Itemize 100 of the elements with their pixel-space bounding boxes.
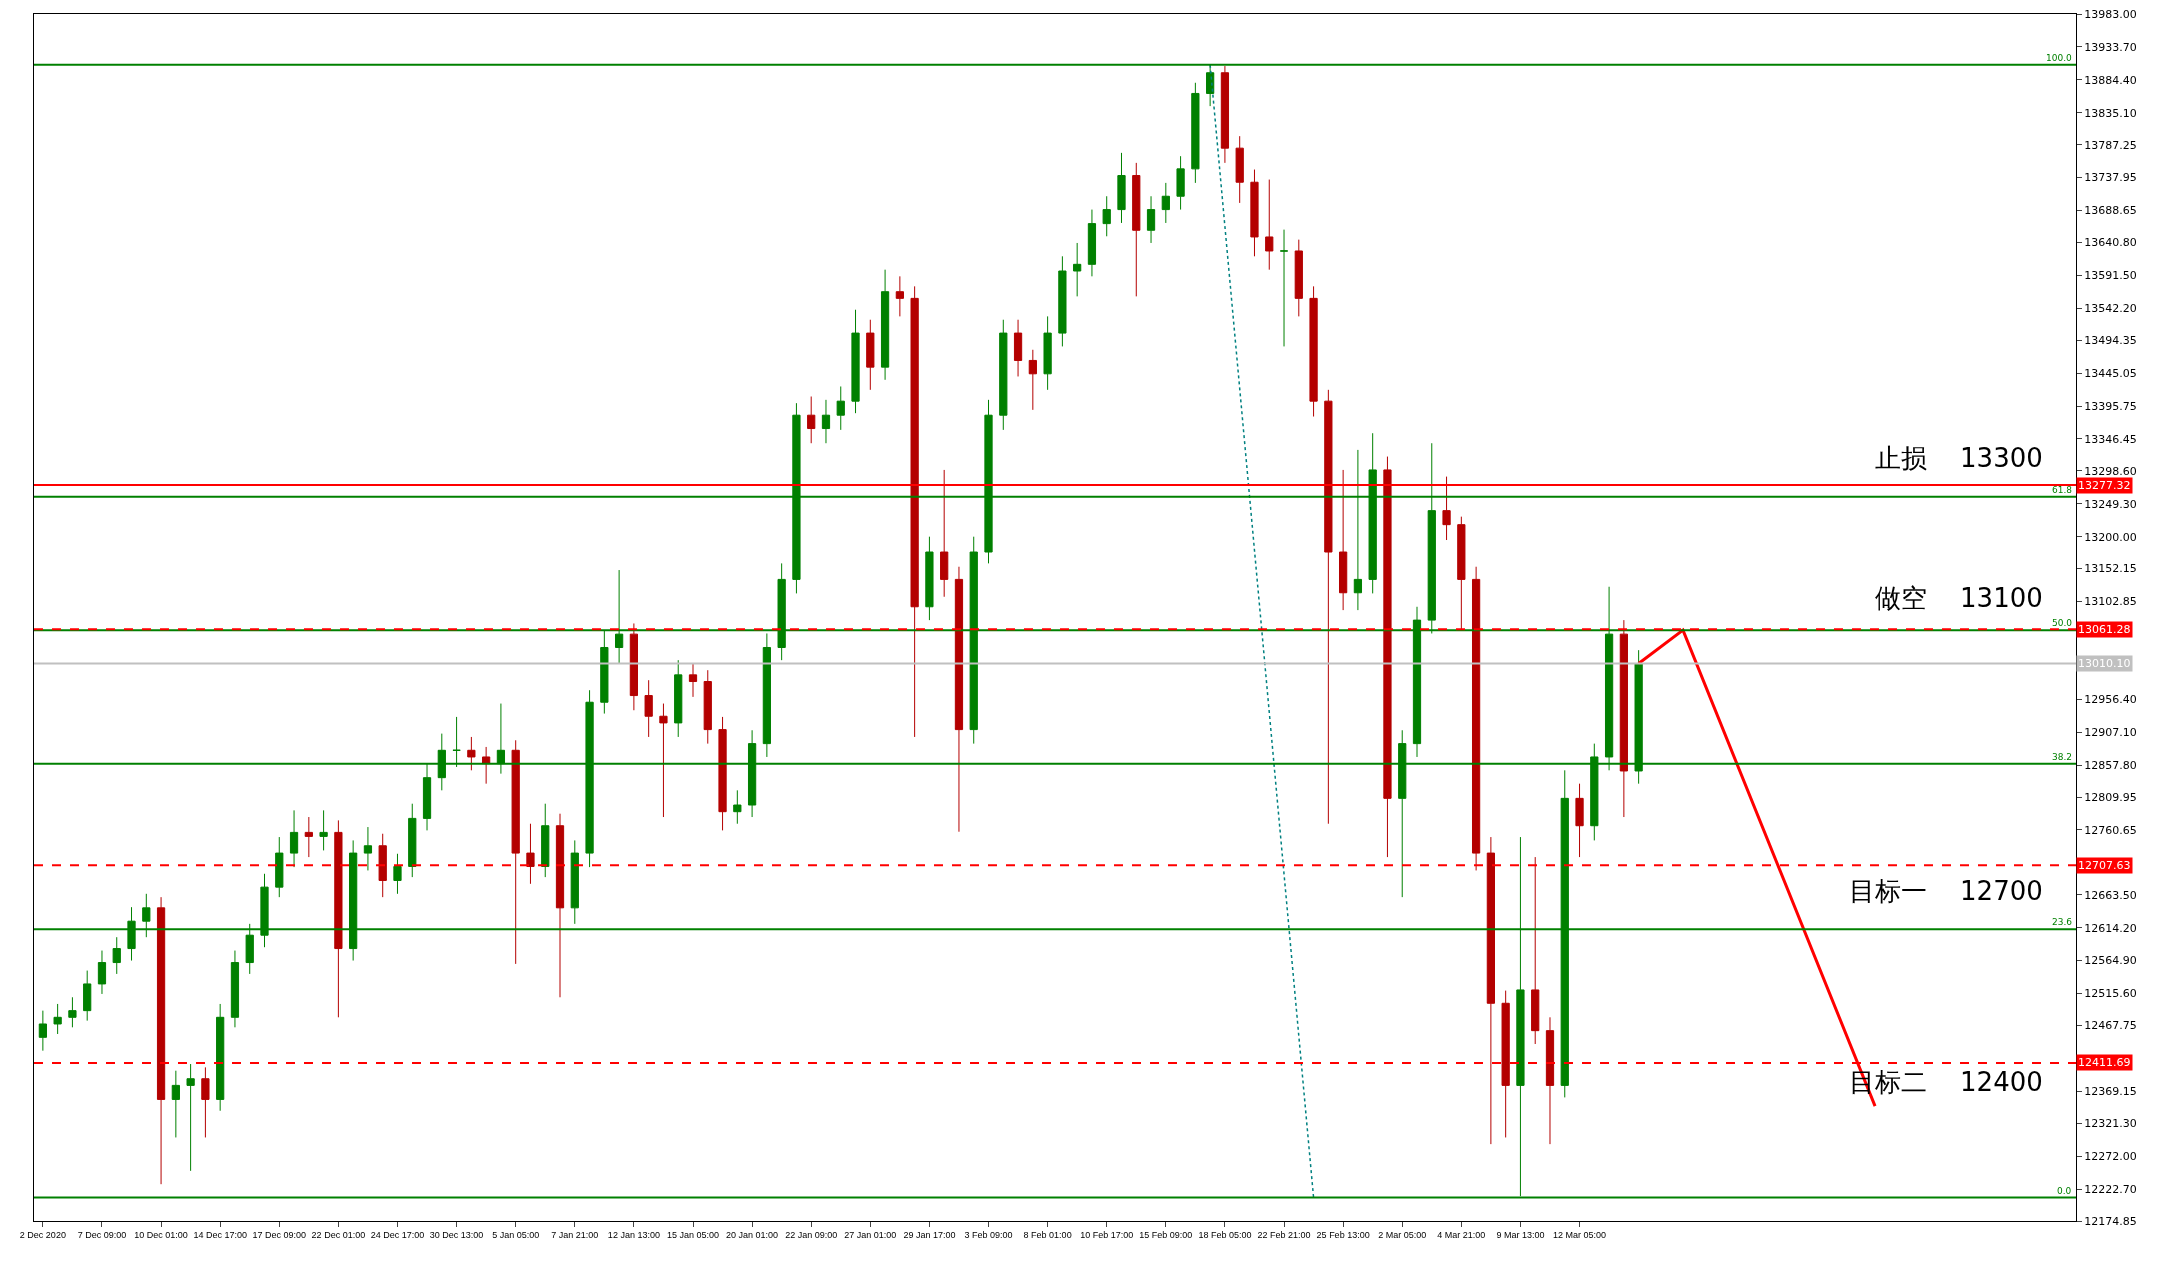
x-tick-label: 9 Mar 13:00 xyxy=(1496,1229,1545,1240)
x-tick-label: 20 Jan 01:00 xyxy=(726,1229,779,1240)
y-tick-label: 13835.10 xyxy=(2084,106,2137,120)
annotation: 38.2 xyxy=(2052,752,2073,762)
y-tick-label: 13152.15 xyxy=(2084,562,2137,576)
y-tick-label: 13346.45 xyxy=(2084,432,2137,446)
candlestick xyxy=(688,663,698,698)
annotation: 50.0 xyxy=(2052,618,2073,628)
candlestick xyxy=(1324,389,1333,825)
y-tick-label: 12857.80 xyxy=(2084,758,2137,772)
x-tick-label: 27 Jan 01:00 xyxy=(844,1229,897,1240)
y-tick-label: 12369.15 xyxy=(2084,1085,2137,1099)
candlestick xyxy=(940,469,949,598)
x-tick-label: 22 Dec 01:00 xyxy=(311,1229,366,1240)
x-tick-label: 14 Dec 17:00 xyxy=(193,1229,247,1240)
candlestick xyxy=(851,309,860,414)
candlestick xyxy=(1117,152,1126,224)
annotation: 止损 13300 xyxy=(1875,443,2043,473)
candlestick xyxy=(393,853,402,895)
x-tick-label: 22 Jan 09:00 xyxy=(785,1229,838,1240)
candlestick xyxy=(1545,1016,1555,1145)
candlestick xyxy=(1102,195,1111,237)
candlestick xyxy=(1294,239,1303,317)
candlestick xyxy=(999,319,1008,431)
candlestick xyxy=(230,950,240,1028)
candlestick xyxy=(1235,135,1244,204)
x-tick-label: 10 Feb 17:00 xyxy=(1080,1229,1134,1240)
x-tick-label: 7 Dec 09:00 xyxy=(77,1229,127,1240)
candlestick xyxy=(659,703,668,818)
candlestick xyxy=(1191,82,1200,184)
candlestick xyxy=(629,622,639,711)
candlestick xyxy=(1087,209,1097,277)
candlestick xyxy=(289,809,299,868)
x-tick-label: 17 Dec 09:00 xyxy=(252,1229,307,1240)
candlestick xyxy=(216,1003,225,1112)
candlestick xyxy=(1457,516,1466,631)
candlestick xyxy=(186,1063,195,1172)
candlestick xyxy=(1250,169,1259,257)
candlestick xyxy=(1073,242,1082,297)
x-tick-label: 15 Feb 09:00 xyxy=(1139,1229,1193,1240)
x-tick-label: 2 Dec 2020 xyxy=(19,1229,66,1240)
candlestick xyxy=(1146,195,1156,244)
candlestick xyxy=(319,809,328,851)
annotation: 做空 13100 xyxy=(1875,583,2043,613)
y-tick-label: 12956.40 xyxy=(2084,693,2137,707)
candlestick xyxy=(1220,65,1230,164)
candlestick xyxy=(954,566,964,833)
candlestick xyxy=(363,826,373,871)
candlestick xyxy=(1043,315,1052,391)
candlestick xyxy=(482,746,491,785)
candlestick xyxy=(68,996,77,1028)
y-tick-label: 12222.70 xyxy=(2084,1182,2137,1196)
candlestick xyxy=(408,803,417,878)
y-tick-label: 12321.30 xyxy=(2084,1117,2137,1131)
x-tick-label: 10 Dec 01:00 xyxy=(134,1229,188,1240)
y-tick-label: 13787.25 xyxy=(2084,138,2137,152)
y-tick-label: 13983.00 xyxy=(2084,7,2137,21)
candlestick xyxy=(925,536,934,621)
y-tick-label: 12174.85 xyxy=(2084,1214,2137,1228)
candlestick xyxy=(171,1070,180,1138)
x-tick-label: 30 Dec 13:00 xyxy=(429,1229,484,1240)
y-tick-label: 12907.10 xyxy=(2084,726,2137,740)
candlestick xyxy=(733,789,742,825)
candlestick xyxy=(1132,162,1141,297)
candlestick xyxy=(644,679,653,738)
y-tick-label: 12564.90 xyxy=(2084,954,2137,968)
y-tick-label: 13933.70 xyxy=(2084,40,2137,54)
candlestick xyxy=(703,669,712,745)
x-tick-label: 5 Jan 05:00 xyxy=(492,1229,540,1240)
y-tick-label: 12467.75 xyxy=(2084,1019,2137,1033)
y-tick-label: 13494.35 xyxy=(2084,334,2137,348)
annotation: 目标一 12700 xyxy=(1849,876,2043,906)
y-tick-label: 13445.05 xyxy=(2084,366,2137,380)
y-tick-label: 12809.95 xyxy=(2084,790,2137,804)
candlestick xyxy=(1442,476,1451,541)
y-tick-label: 13688.65 xyxy=(2084,204,2137,218)
candlestick xyxy=(1176,155,1185,211)
candlestick xyxy=(1486,836,1495,1145)
candlestick xyxy=(1013,319,1023,377)
candlestick xyxy=(97,950,107,995)
candlestick xyxy=(38,1010,47,1052)
candlestick xyxy=(1028,349,1037,411)
y-tick-label: 13591.50 xyxy=(2084,269,2137,283)
candlestick xyxy=(1471,566,1481,871)
candlestick xyxy=(526,823,535,885)
candlestick xyxy=(866,319,875,391)
y-tick-label: 12272.00 xyxy=(2084,1150,2137,1163)
x-tick-label: 18 Feb 05:00 xyxy=(1198,1229,1252,1240)
y-tick-label: 12760.65 xyxy=(2084,823,2137,837)
candlestick xyxy=(378,833,387,898)
candlestick xyxy=(156,896,166,1185)
candlestick xyxy=(1383,456,1392,858)
y-tick-label: 13542.20 xyxy=(2084,302,2137,316)
candlestick xyxy=(511,739,520,965)
candlestick xyxy=(1619,619,1628,818)
candlestick xyxy=(880,269,890,381)
candlestick xyxy=(674,659,683,738)
candlestick xyxy=(762,632,771,758)
x-tick-label: 4 Mar 21:00 xyxy=(1437,1229,1486,1240)
x-tick-label: 22 Feb 21:00 xyxy=(1257,1229,1311,1240)
